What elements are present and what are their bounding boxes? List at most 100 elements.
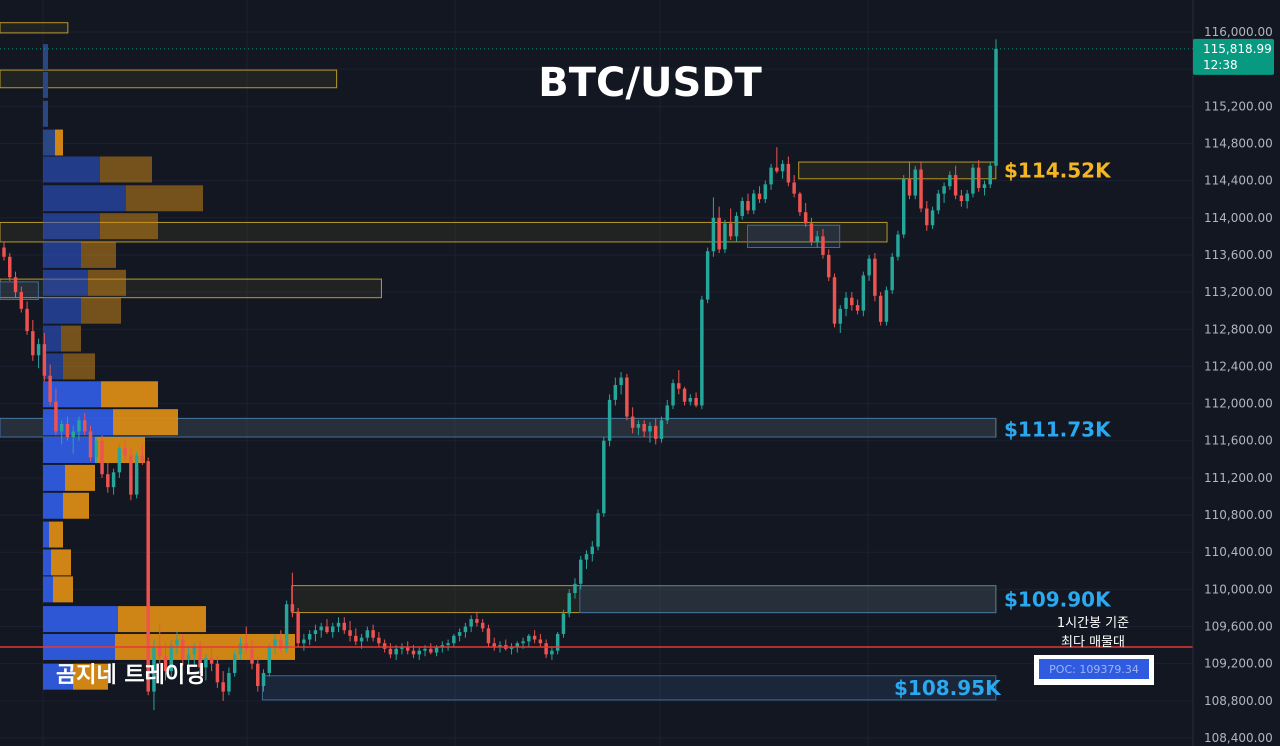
candle-body — [83, 420, 87, 432]
candle-body — [619, 377, 623, 385]
profile-sell-bar — [51, 549, 71, 576]
profile-buy-bar — [43, 663, 73, 690]
tick-label: 113,200.00 — [1204, 285, 1273, 299]
tick-label: 110,800.00 — [1204, 508, 1273, 522]
profile-buy-bar — [43, 156, 100, 183]
candle-body — [382, 643, 387, 649]
candle-body — [371, 630, 375, 638]
candle-body — [579, 559, 583, 584]
candle-body — [48, 375, 52, 402]
tick-label: 112,800.00 — [1204, 322, 1273, 336]
candle-body — [948, 175, 952, 187]
candle-body — [31, 331, 35, 356]
candle-body — [498, 645, 502, 647]
candle-body — [94, 440, 99, 458]
profile-buy-bar — [43, 521, 49, 548]
candle-body — [700, 299, 704, 406]
candle-body — [394, 648, 398, 655]
candle-body — [890, 256, 894, 291]
candle-body — [238, 643, 243, 655]
profile-buy-bar — [43, 576, 53, 603]
order-zones — [0, 22, 997, 701]
candle-body — [175, 639, 179, 646]
candle-body — [354, 635, 358, 642]
profile-buy-bar — [43, 464, 65, 491]
candle-body — [307, 633, 312, 640]
profile-buy-bar — [43, 241, 81, 268]
candle-body — [803, 212, 808, 224]
candle-body — [861, 275, 866, 311]
profile-buy-bar — [43, 437, 95, 464]
profile-buy-bar — [43, 213, 100, 240]
candle-body — [965, 193, 969, 202]
supply-zone — [291, 585, 997, 614]
candle-body — [596, 513, 600, 547]
candle-body — [942, 186, 946, 194]
candle-body — [267, 646, 272, 673]
price-grid — [0, 0, 1193, 746]
candle-body — [752, 193, 756, 211]
candle-body — [261, 672, 266, 686]
tick-label: 109,600.00 — [1204, 620, 1273, 634]
tick-label: 114,000.00 — [1204, 211, 1273, 225]
candle-body — [878, 295, 883, 322]
candle-body — [446, 643, 450, 646]
candle-body — [567, 593, 571, 614]
candle-body — [515, 643, 520, 647]
candle-body — [198, 646, 202, 668]
profile-buy-bar — [43, 71, 48, 98]
candle-body — [215, 663, 220, 683]
candle-body — [457, 632, 462, 636]
candle-body — [838, 308, 843, 324]
supply-zone — [0, 22, 69, 34]
candle-body — [302, 639, 306, 644]
candle-body — [982, 184, 987, 189]
candle-body — [434, 646, 439, 653]
candle-body — [365, 630, 370, 638]
candle-body — [411, 650, 416, 655]
candle-body — [740, 201, 744, 216]
candle-body — [140, 455, 145, 462]
supply-zone — [798, 161, 997, 180]
candle-body — [648, 425, 652, 432]
candle-body — [186, 654, 191, 660]
candle-body — [463, 626, 468, 633]
tick-label: 112,000.00 — [1204, 397, 1273, 411]
candle-body — [325, 626, 329, 633]
candle-body — [250, 648, 254, 664]
candle-body — [809, 223, 814, 242]
profile-buy-bar — [43, 606, 118, 633]
candle-body — [867, 258, 871, 276]
candle-body — [284, 604, 289, 649]
candle-body — [77, 420, 81, 432]
candle-body — [959, 195, 964, 202]
candle-body — [532, 635, 537, 640]
candle-body — [100, 440, 104, 475]
profile-buy-bar — [43, 44, 48, 71]
candle-body — [36, 344, 41, 356]
candle-body — [106, 474, 110, 488]
level-label: $109.90K — [1004, 588, 1112, 612]
candle-body — [129, 455, 133, 495]
candle-body — [798, 193, 802, 213]
candle-body — [925, 208, 929, 226]
candle-body — [884, 290, 889, 322]
candle-body — [746, 201, 750, 211]
candle-body — [475, 619, 479, 623]
candle-body — [659, 420, 664, 439]
profile-buy-bar — [43, 353, 63, 380]
candle-body — [584, 554, 589, 560]
candle-body — [936, 193, 941, 211]
level-label: $114.52K — [1004, 158, 1112, 182]
candle-body — [873, 258, 877, 296]
candle-body — [13, 277, 18, 293]
candle-body — [907, 178, 912, 196]
candle-body — [573, 583, 577, 594]
candle-body — [227, 672, 231, 692]
candle-body — [527, 635, 531, 642]
profile-sell-bar — [63, 353, 95, 380]
candle-body — [400, 646, 404, 649]
candle-body — [221, 682, 225, 692]
level-labels: $114.52K $111.73K $109.90K $108.95K — [894, 158, 1112, 699]
candle-body — [480, 622, 485, 629]
